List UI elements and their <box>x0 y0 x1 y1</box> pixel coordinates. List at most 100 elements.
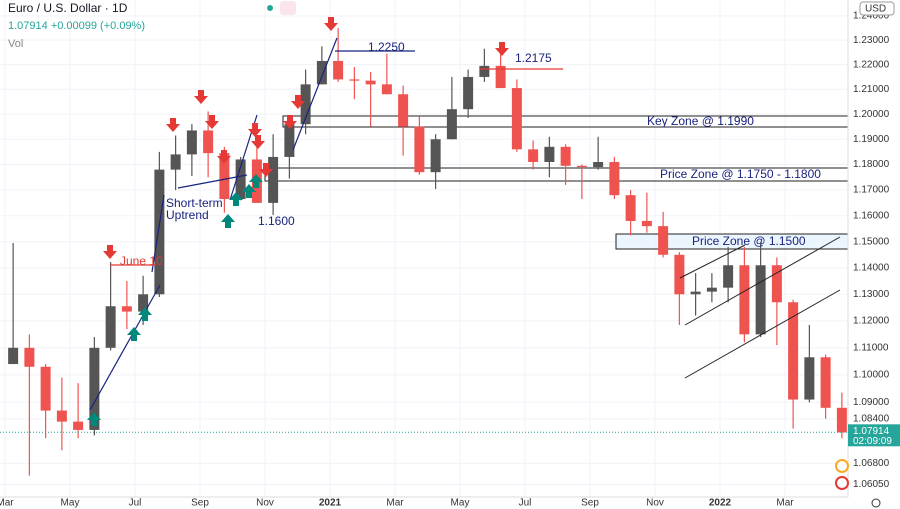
candle-body <box>300 84 311 125</box>
y-tick-label: 1.23000 <box>853 35 890 46</box>
last-price-label: 1.07914 <box>853 426 890 437</box>
candle-body <box>268 156 279 203</box>
event-icon[interactable] <box>835 476 849 490</box>
candle-body <box>658 226 669 255</box>
x-tick-label: Jul <box>519 498 532 509</box>
candle-body <box>73 421 84 430</box>
channel-line <box>684 236 841 326</box>
sell-arrow <box>324 17 338 31</box>
candle-body <box>755 265 766 335</box>
candle-body <box>316 60 327 85</box>
y-tick-label: 1.22000 <box>853 59 890 70</box>
sell-arrow <box>259 163 273 177</box>
x-tick-label: Nov <box>646 498 664 509</box>
candle-body <box>463 76 474 110</box>
candle-body <box>381 84 392 95</box>
x-tick-label: Mar <box>386 498 404 509</box>
candle-body <box>430 139 441 173</box>
sell-arrow <box>248 123 262 137</box>
y-tick-label: 1.09000 <box>853 397 890 408</box>
annotation: 1.2250 <box>368 40 405 54</box>
candle-body <box>641 220 652 227</box>
sell-arrow <box>495 42 509 56</box>
annotation: Price Zone @ 1.1500 <box>692 234 806 248</box>
trendline <box>292 37 338 151</box>
status-dot <box>267 5 273 11</box>
x-tick-label: Sep <box>581 498 599 509</box>
buy-arrow <box>87 412 101 426</box>
y-tick-label: 1.18000 <box>853 159 890 170</box>
y-tick-label: 1.12000 <box>853 316 890 327</box>
y-tick-label: 1.11000 <box>853 342 889 353</box>
sell-arrow <box>103 245 117 259</box>
annotation: Uptrend <box>166 208 209 222</box>
annotation: 1.1600 <box>258 214 295 228</box>
y-tick-label: 1.13000 <box>853 289 890 300</box>
x-tick-label: May <box>61 498 80 509</box>
candle-body <box>788 302 799 400</box>
y-tick-label: 1.21000 <box>853 84 890 95</box>
y-tick-label: 1.06050 <box>853 479 890 490</box>
buy-arrow <box>229 192 243 206</box>
y-tick-label: 1.10000 <box>853 370 890 381</box>
sell-arrow <box>194 90 208 104</box>
candle-body <box>40 366 51 411</box>
y-tick-label: 1.14000 <box>853 263 890 274</box>
candle-body <box>121 306 132 312</box>
x-tick-label: 2021 <box>319 498 342 509</box>
annotation: Key Zone @ 1.1990 <box>647 114 754 128</box>
sell-arrow <box>166 118 180 132</box>
candle-body <box>576 165 587 168</box>
candle-body <box>24 347 35 367</box>
candle-body <box>154 169 165 295</box>
buy-arrow <box>138 307 152 321</box>
candle-body <box>706 287 717 292</box>
sell-arrow <box>251 135 265 149</box>
annotation: 1.2175 <box>515 51 552 65</box>
x-tick-label: Jul <box>129 498 142 509</box>
symbol-title: Euro / U.S. Dollar · 1D <box>8 1 128 15</box>
settings-icon[interactable] <box>871 498 881 508</box>
candle-body <box>349 79 360 81</box>
y-tick-label: 1.16000 <box>853 210 890 221</box>
candle-body <box>398 94 409 127</box>
status-badge <box>280 1 296 15</box>
annotation: June 10 <box>120 254 163 268</box>
candles <box>8 28 847 476</box>
event-icon[interactable] <box>835 459 849 473</box>
candle-body <box>593 162 604 168</box>
channel-line <box>684 289 841 379</box>
currency: USD <box>865 4 886 15</box>
x-tick-label: May <box>451 498 470 509</box>
candle-body <box>170 154 181 170</box>
candle-body <box>544 146 555 163</box>
buy-arrow <box>249 174 263 188</box>
x-tick-label: 2022 <box>709 498 732 509</box>
candle-body <box>365 80 376 85</box>
countdown: 02:09:09 <box>853 436 892 447</box>
trendline <box>89 284 161 411</box>
candle-body <box>609 162 620 196</box>
candle-body <box>836 407 847 433</box>
currency-button[interactable] <box>859 1 895 16</box>
y-tick-label: 1.20000 <box>853 109 890 120</box>
candle-body <box>203 130 214 154</box>
buy-arrow <box>242 184 256 198</box>
buy-arrow <box>221 214 235 228</box>
candle-body <box>820 357 831 408</box>
annotation: Price Zone @ 1.1750 - 1.1800 <box>660 167 821 181</box>
sell-arrow <box>283 115 297 129</box>
candle-body <box>511 88 522 150</box>
y-tick-label: 1.06800 <box>853 458 890 469</box>
channel <box>679 236 841 379</box>
candle-body <box>414 126 425 173</box>
y-tick-label: 1.08400 <box>853 413 890 424</box>
volume-label: Vol <box>8 38 23 50</box>
price-change: 1.07914 +0.00099 (+0.09%) <box>8 20 145 32</box>
candle-body <box>219 153 230 200</box>
channel-line <box>679 244 746 279</box>
trendlines <box>89 37 415 411</box>
y-tick-label: 1.15000 <box>853 236 890 247</box>
candle-body <box>528 149 539 163</box>
candle-body <box>674 254 685 295</box>
